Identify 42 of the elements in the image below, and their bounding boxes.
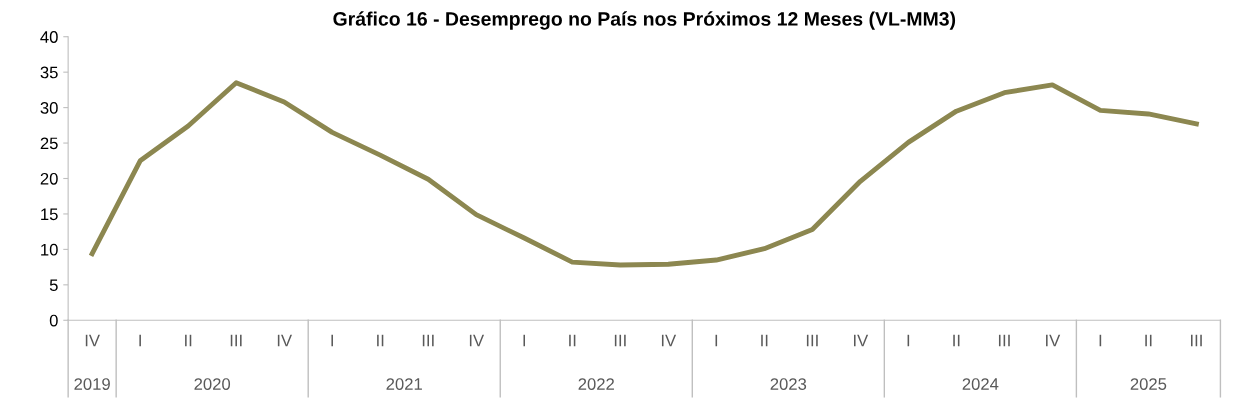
chart-title: Gráfico 16 - Desemprego no País nos Próximos 12 Meses (VL-MM3) xyxy=(333,11,956,30)
text: 2025 xyxy=(1130,378,1167,390)
x-tick-label: IV xyxy=(1046,334,1061,347)
x-tick-label: III xyxy=(806,334,818,347)
x-tick-label: IV xyxy=(469,334,485,347)
x-tick-label: III xyxy=(614,334,626,347)
y-tick-label: 15 xyxy=(41,208,58,221)
x-tick-label: I xyxy=(139,334,141,347)
text: 2021 xyxy=(386,378,422,390)
y-tick-label: 5 xyxy=(49,279,58,292)
text: 2024 xyxy=(962,378,999,390)
x-tick-label: IV xyxy=(661,334,677,347)
x-tick-label: II xyxy=(185,334,192,347)
x-tick-label: IV xyxy=(85,334,100,347)
y-tick-label: 40 xyxy=(40,31,58,43)
text: 2022 xyxy=(578,378,614,390)
x-tick-label: IV xyxy=(277,334,292,347)
y-tick-label: 0 xyxy=(49,314,58,327)
y-tick-label: 10 xyxy=(41,243,58,256)
x-tick-label: I xyxy=(523,334,526,347)
x-tick-label: IV xyxy=(854,334,869,347)
line-series xyxy=(89,80,1199,268)
x-tick-label: III xyxy=(1191,334,1202,347)
x-tick-label: III xyxy=(230,334,242,347)
x-tick-label: I xyxy=(1099,334,1102,347)
x-tick-label: I xyxy=(715,334,718,347)
text: 2023 xyxy=(770,378,807,390)
x-tick-label: II xyxy=(569,334,576,347)
x-tick-label: II xyxy=(377,334,384,347)
x-tick-label: II xyxy=(953,334,960,347)
x-tick-label: III xyxy=(998,334,1010,347)
y-tick-label: 30 xyxy=(40,102,58,114)
y-tick-label: 35 xyxy=(40,66,58,79)
y-tick-label: 25 xyxy=(40,137,58,150)
y-tick-label: 20 xyxy=(40,172,58,185)
x-tick-label: I xyxy=(331,334,333,347)
x-tick-label: III xyxy=(422,334,434,347)
text: 2020 xyxy=(194,378,231,390)
x-tick-label: II xyxy=(1145,334,1152,347)
x-tick-label: II xyxy=(761,334,768,347)
x-tick-label: I xyxy=(907,334,910,347)
text: 2019 xyxy=(74,378,110,390)
